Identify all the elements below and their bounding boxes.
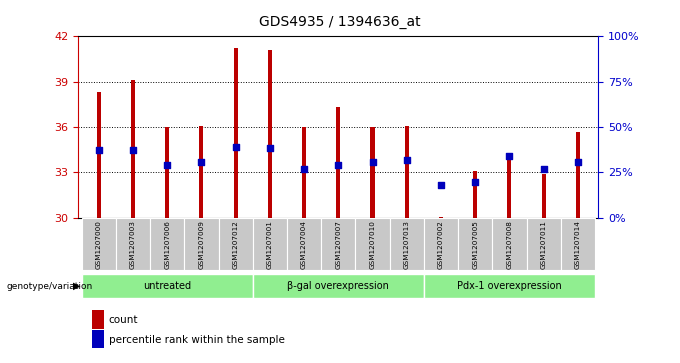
Point [265,145,275,151]
Bar [576,132,580,218]
Bar [371,127,375,218]
Text: GSM1207005: GSM1207005 [472,220,478,269]
Text: GSM1207000: GSM1207000 [96,220,102,269]
Bar [97,92,101,218]
Bar [268,50,272,218]
Point [504,153,515,159]
Point [401,158,412,163]
Bar [507,154,511,218]
Bar [336,107,341,218]
Text: GSM1207014: GSM1207014 [575,220,581,269]
Point [231,144,241,150]
Text: GSM1207010: GSM1207010 [369,220,375,269]
Bar [82,274,253,298]
Point [538,167,549,172]
Point [162,162,173,168]
Text: GDS4935 / 1394636_at: GDS4935 / 1394636_at [259,15,421,29]
Text: GSM1207009: GSM1207009 [199,220,205,269]
Point [470,179,481,184]
Bar [253,218,287,270]
Text: untreated: untreated [143,281,191,291]
Text: GSM1207004: GSM1207004 [301,220,307,269]
Bar [165,127,169,218]
Bar [424,274,595,298]
Bar [541,174,545,218]
Point [367,159,378,165]
Bar [526,218,561,270]
Point [435,182,446,187]
Point [128,147,139,153]
Text: GSM1207012: GSM1207012 [233,220,239,269]
Text: GSM1207003: GSM1207003 [130,220,136,269]
Point [93,147,104,153]
Point [573,159,583,165]
Text: count: count [109,315,138,325]
Text: β-gal overexpression: β-gal overexpression [288,281,389,291]
Text: GSM1207006: GSM1207006 [164,220,170,269]
Bar [253,274,424,298]
Bar [439,217,443,218]
Text: GSM1207007: GSM1207007 [335,220,341,269]
Bar [82,218,116,270]
Bar [302,127,306,218]
Bar [218,218,253,270]
Text: GSM1207013: GSM1207013 [404,220,410,269]
Bar [321,218,356,270]
Text: Pdx-1 overexpression: Pdx-1 overexpression [457,281,562,291]
Bar [390,218,424,270]
Point [299,167,309,172]
Text: GSM1207001: GSM1207001 [267,220,273,269]
Bar [150,218,184,270]
Bar [233,48,238,218]
Bar [287,218,321,270]
Text: ▶: ▶ [73,281,81,291]
Bar [424,218,458,270]
Text: GSM1207011: GSM1207011 [541,220,547,269]
Bar [116,218,150,270]
Bar [199,126,203,218]
Bar [561,218,595,270]
Bar [184,218,218,270]
Text: percentile rank within the sample: percentile rank within the sample [109,335,285,345]
Text: genotype/variation: genotype/variation [7,282,93,290]
Bar [356,218,390,270]
Text: GSM1207008: GSM1207008 [507,220,513,269]
Point [196,159,207,165]
Bar [405,126,409,218]
Bar [473,171,477,218]
Bar [458,218,492,270]
Bar [492,218,526,270]
Text: GSM1207002: GSM1207002 [438,220,444,269]
Point [333,162,343,168]
Bar [131,80,135,218]
